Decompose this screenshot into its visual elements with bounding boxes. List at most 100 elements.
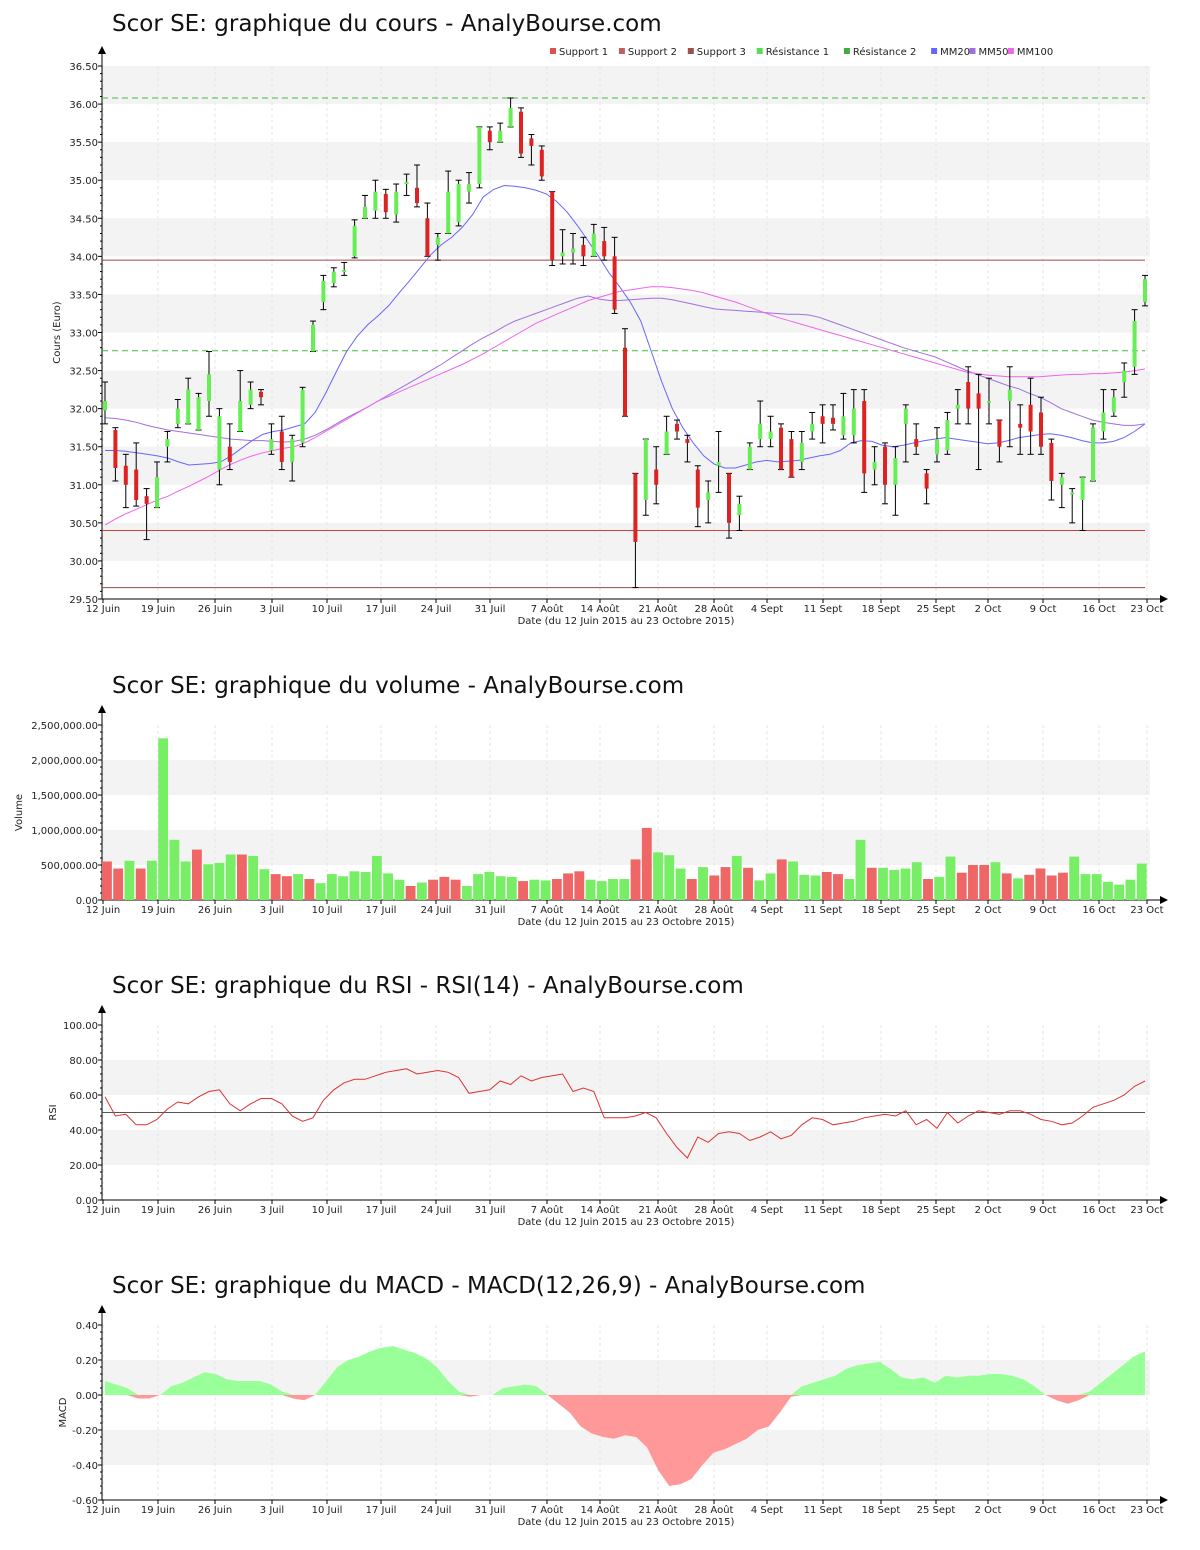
candle-body: [758, 423, 763, 440]
macd-xtick-label: 3 Juil: [260, 1505, 284, 1516]
volume-grid-band: [102, 830, 1150, 865]
candle-body: [820, 416, 825, 424]
legend-label: Support 3: [697, 47, 746, 58]
price-xtick-label: 16 Oct: [1082, 604, 1115, 615]
rsi-grid-band: [102, 1060, 1150, 1095]
volume-ytick-label: 2,000,000.00: [31, 756, 98, 767]
macd-xtick-label: 31 Juil: [475, 1505, 506, 1516]
volume-bar: [1013, 878, 1023, 900]
legend-marker: [843, 48, 850, 54]
rsi-xtick-label: 10 Juil: [312, 1205, 343, 1216]
rsi-xtick-label: 23 Oct: [1130, 1205, 1163, 1216]
price-y-axis-label: Cours (Euro): [52, 301, 63, 364]
rsi-xtick-label: 9 Oct: [1030, 1205, 1057, 1216]
price-xtick-label: 12 Juin: [86, 604, 120, 615]
candle-body: [248, 389, 253, 405]
candle-body: [1080, 477, 1085, 501]
macd-chart-panel: Scor SE: graphique du MACD - MACD(12,26,…: [0, 1270, 1200, 1550]
macd-xtick-label: 21 Août: [639, 1504, 678, 1516]
volume-bar: [574, 871, 585, 900]
legend-label: MM50: [979, 47, 1009, 58]
rsi-xtick-label: 12 Juin: [86, 1205, 120, 1216]
rsi-y-axis-label: RSI: [48, 1104, 59, 1120]
candle-body: [997, 420, 1002, 447]
volume-bar: [675, 868, 686, 900]
price-grid-band: [102, 446, 1150, 485]
volume-bar: [979, 865, 990, 900]
volume-chart-title: Scor SE: graphique du volume - AnalyBour…: [112, 673, 685, 699]
volume-bar: [698, 867, 708, 900]
volume-bar: [968, 865, 978, 900]
volume-bar: [923, 879, 933, 900]
candle-body: [851, 408, 856, 436]
volume-bar: [214, 862, 225, 900]
volume-bar: [293, 874, 304, 900]
candle-body: [165, 439, 170, 447]
price-chart-title: Scor SE: graphique du cours - AnalyBours…: [112, 11, 662, 37]
candle-body: [1070, 492, 1075, 495]
macd-xtick-label: 11 Sept: [804, 1505, 843, 1516]
rsi-chart: 0.00 20.00 40.00 60.00 80.00 100.00 12 Juin 19 …: [48, 1005, 1168, 1228]
candle-body: [435, 237, 440, 245]
macd-negative-area: [105, 1395, 1145, 1486]
macd-chart: -0.60 -0.40 -0.20 0.00 0.20 0.40 12 Juin 19 Jui…: [58, 1305, 1168, 1528]
rsi-xtick-label: 18 Sept: [862, 1205, 901, 1216]
volume-bar: [585, 879, 596, 900]
candle-body: [238, 401, 243, 432]
price-xtick-label: 4 Sept: [751, 604, 783, 615]
volume-x-axis-label: Date (du 12 Juin 2015 au 23 Octobre 2015…: [518, 917, 735, 928]
volume-grid-band: [102, 760, 1150, 795]
rsi-xtick-label: 19 Juin: [141, 1205, 175, 1216]
rsi-line: [104, 1068, 1146, 1159]
mm100-line: [104, 286, 1146, 526]
volume-xtick-label: 18 Sept: [862, 905, 901, 916]
volume-xtick-label: 26 Juin: [198, 905, 232, 916]
candle-body: [831, 417, 835, 424]
volume-bar: [506, 876, 517, 900]
candle-body: [425, 218, 430, 257]
rsi-ytick-label: 100.00: [63, 1021, 98, 1032]
macd-ytick-label: 0.20: [76, 1356, 98, 1367]
macd-ytick-label: 0.40: [76, 1321, 98, 1332]
macd-xtick-label: 28 Août: [695, 1504, 734, 1516]
price-chart-panel: Scor SE: graphique du cours - AnalyBours…: [0, 0, 1200, 640]
volume-xtick-label: 25 Sept: [917, 905, 956, 916]
volume-xtick-label: 17 Juil: [366, 905, 397, 916]
volume-bar: [529, 879, 540, 900]
volume-xtick-label: 11 Sept: [804, 905, 843, 916]
volume-bar: [990, 862, 1001, 900]
price-xtick-label: 18 Sept: [862, 604, 901, 615]
volume-bar: [810, 875, 821, 900]
macd-chart-title: Scor SE: graphique du MACD - MACD(12,26,…: [112, 1273, 866, 1299]
candle-body: [363, 206, 367, 219]
rsi-xtick-label: 24 Juil: [421, 1205, 452, 1216]
price-x-axis-arrow: [1160, 595, 1168, 603]
volume-bar: [833, 874, 843, 900]
price-ytick-label: 35.50: [69, 138, 98, 149]
price-ytick-label: 34.00: [69, 252, 98, 263]
rsi-x-axis-label: Date (du 12 Juin 2015 au 23 Octobre 2015…: [518, 1217, 735, 1228]
volume-xtick-label: 28 Août: [695, 904, 734, 916]
volume-ytick-label: 2,500,000.00: [31, 721, 98, 732]
candle-body: [321, 280, 326, 303]
price-x-axis-label: Date (du 12 Juin 2015 au 23 Octobre 2015…: [518, 616, 735, 627]
volume-x-axis-arrow: [1160, 896, 1168, 904]
rsi-ytick-label: 60.00: [69, 1091, 98, 1102]
price-xtick-label: 19 Juin: [141, 604, 175, 615]
legend-marker: [550, 48, 556, 54]
price-xtick-label: 11 Sept: [804, 604, 843, 615]
candle-body: [789, 439, 794, 478]
macd-x-axis-label: Date (du 12 Juin 2015 au 23 Octobre 2015…: [518, 1517, 735, 1528]
candle-body: [550, 191, 555, 261]
volume-bar: [394, 879, 405, 900]
volume-bar: [686, 879, 697, 900]
volume-bar: [158, 738, 169, 900]
volume-bar: [304, 879, 315, 900]
price-y-axis-arrow: [98, 46, 106, 54]
rsi-xtick-label: 4 Sept: [751, 1205, 783, 1216]
volume-bar: [383, 873, 394, 900]
candle-body: [1111, 397, 1116, 413]
volume-ytick-label: 500,000.00: [41, 861, 98, 872]
candle-body: [602, 241, 607, 257]
volume-bar: [270, 874, 281, 900]
